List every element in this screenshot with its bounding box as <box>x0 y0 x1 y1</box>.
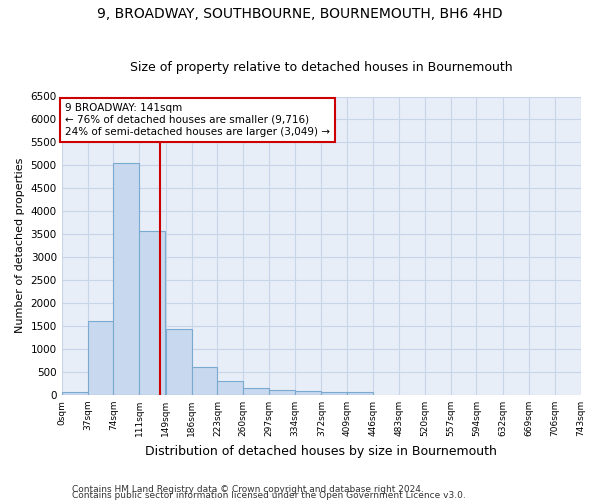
Y-axis label: Number of detached properties: Number of detached properties <box>15 158 25 334</box>
Title: Size of property relative to detached houses in Bournemouth: Size of property relative to detached ho… <box>130 62 512 74</box>
Bar <box>322 392 347 395</box>
Bar <box>139 231 165 395</box>
Bar <box>295 392 321 395</box>
X-axis label: Distribution of detached houses by size in Bournemouth: Distribution of detached houses by size … <box>145 444 497 458</box>
Bar <box>62 392 88 395</box>
Bar <box>166 330 191 395</box>
Bar <box>191 366 217 395</box>
Bar <box>269 390 295 395</box>
Text: Contains HM Land Registry data © Crown copyright and database right 2024.: Contains HM Land Registry data © Crown c… <box>72 484 424 494</box>
Bar <box>243 388 269 395</box>
Text: Contains public sector information licensed under the Open Government Licence v3: Contains public sector information licen… <box>72 490 466 500</box>
Bar <box>347 392 373 395</box>
Text: 9, BROADWAY, SOUTHBOURNE, BOURNEMOUTH, BH6 4HD: 9, BROADWAY, SOUTHBOURNE, BOURNEMOUTH, B… <box>97 8 503 22</box>
Text: 9 BROADWAY: 141sqm
← 76% of detached houses are smaller (9,716)
24% of semi-deta: 9 BROADWAY: 141sqm ← 76% of detached hou… <box>65 104 330 136</box>
Bar <box>113 163 139 395</box>
Bar <box>217 382 243 395</box>
Bar <box>88 320 113 395</box>
